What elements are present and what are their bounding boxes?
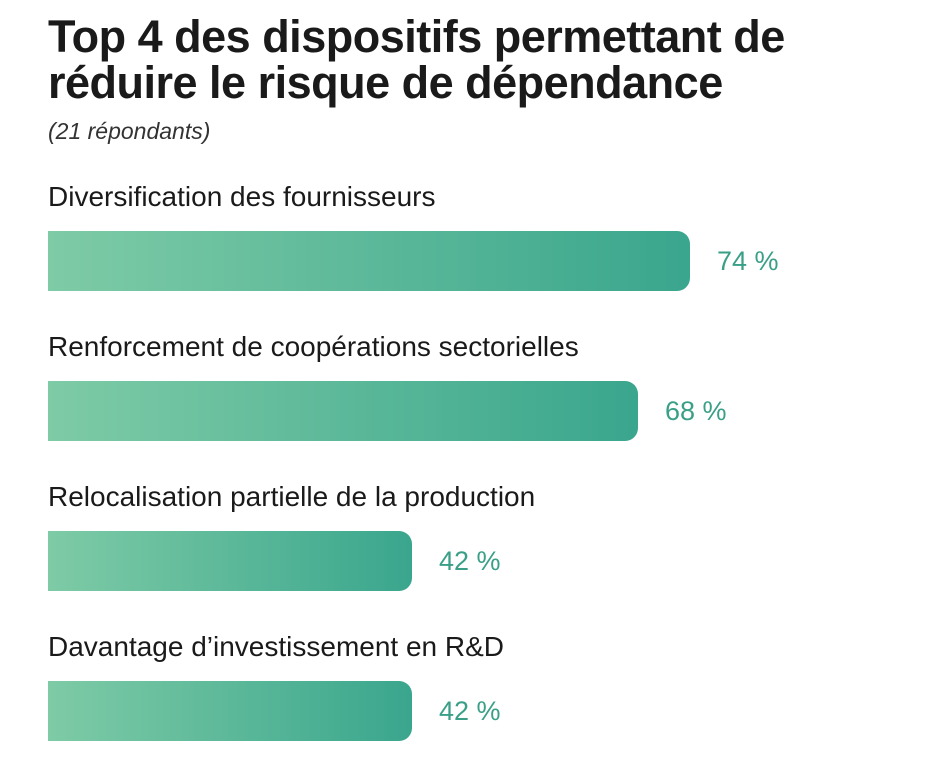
bar-row: Relocalisation partielle de la productio… bbox=[48, 480, 908, 610]
bar bbox=[48, 681, 412, 741]
category-label: Davantage d’investissement en R&D bbox=[48, 631, 505, 662]
value-label: 68 % bbox=[665, 396, 727, 426]
value-label: 42 % bbox=[439, 546, 501, 576]
chart-title: Top 4 des dispositifs permettant de rédu… bbox=[48, 11, 785, 108]
bar bbox=[48, 381, 638, 441]
bar-row: Renforcement de coopérations sectorielle… bbox=[48, 330, 908, 460]
value-label: 42 % bbox=[439, 696, 501, 726]
bar-row: Diversification des fournisseurs 74 % bbox=[48, 180, 908, 310]
category-label: Relocalisation partielle de la productio… bbox=[48, 481, 536, 512]
bar-row: Davantage d’investissement en R&D 42 % bbox=[48, 630, 908, 760]
value-label: 74 % bbox=[717, 246, 779, 276]
bar bbox=[48, 531, 412, 591]
category-label: Renforcement de coopérations sectorielle… bbox=[48, 331, 579, 362]
chart-subtitle: (21 répondants) bbox=[48, 118, 211, 144]
bar bbox=[48, 231, 690, 291]
category-label: Diversification des fournisseurs bbox=[48, 181, 436, 212]
